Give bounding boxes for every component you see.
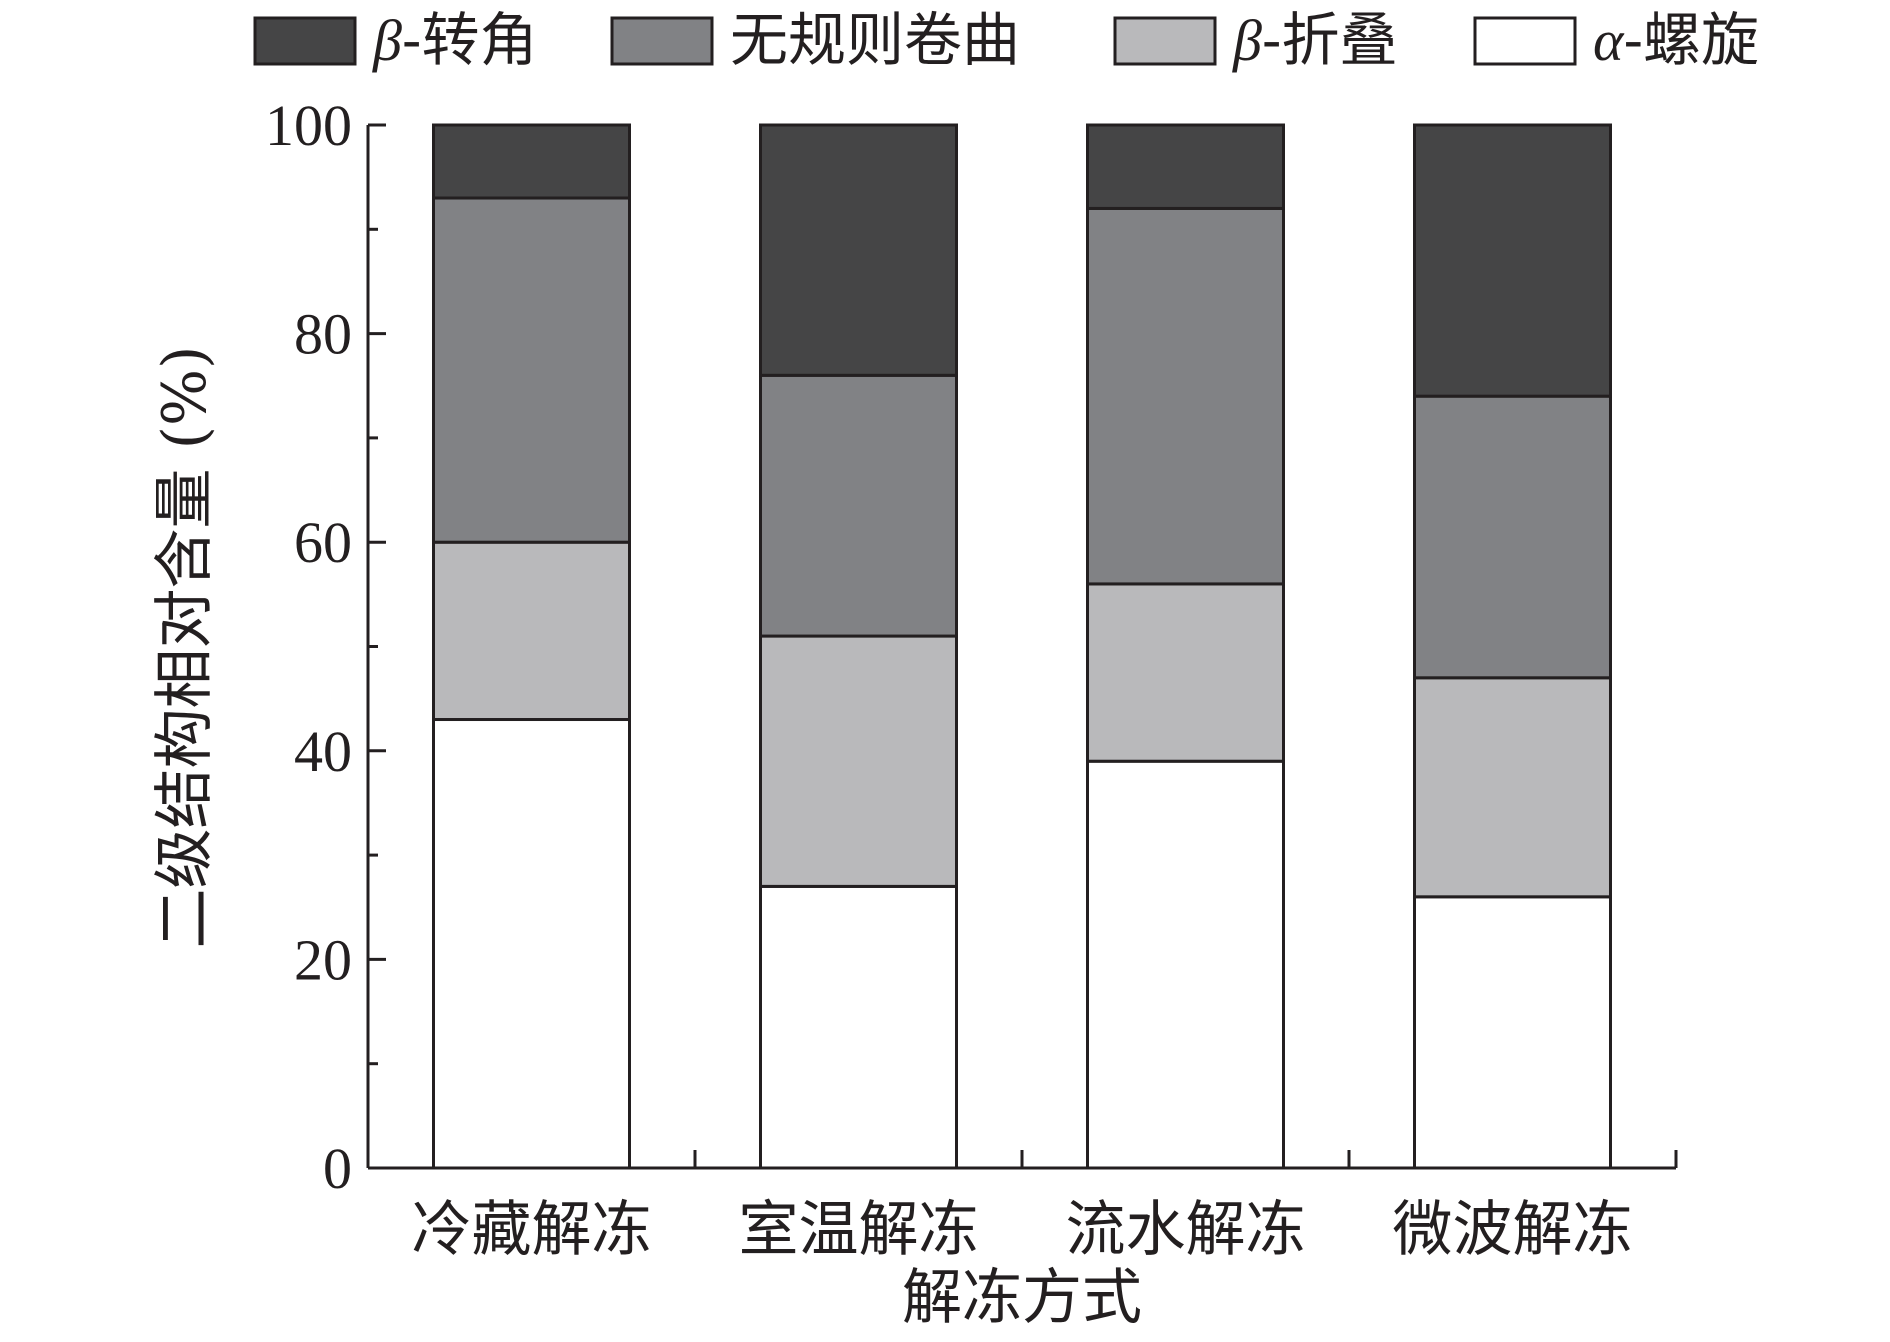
bar-segment: [1413, 895, 1612, 1170]
bar-segment: [759, 373, 958, 638]
legend-label: 无规则卷曲: [730, 6, 1020, 74]
y-axis-title: 二级结构相对含量 (%): [150, 346, 220, 949]
bar-segment: [1086, 759, 1285, 1170]
y-tick-label: 80: [294, 302, 352, 367]
bar-segment: [432, 718, 631, 1170]
bar-segment: [759, 634, 958, 888]
bars: [432, 123, 1612, 1170]
bar-segment: [759, 884, 958, 1170]
bar-segment: [432, 196, 631, 544]
x-tick-label: 微波解冻: [1393, 1195, 1633, 1265]
x-tick-label: 室温解冻: [739, 1195, 979, 1265]
legend-swatch: [1473, 16, 1577, 66]
legend-swatch: [610, 16, 714, 66]
y-tick-label: 100: [265, 93, 352, 158]
bar-segment: [1413, 676, 1612, 899]
y-tick-label: 20: [294, 927, 352, 992]
y-tick-label: 60: [294, 510, 352, 575]
x-tick-label: 冷藏解冻: [412, 1195, 652, 1265]
y-ticks: 0 20 40 60 80 100: [265, 93, 386, 1201]
legend-label: β-折叠: [1232, 6, 1398, 74]
y-tick-label: 40: [294, 719, 352, 784]
x-ticks: 冷藏解冻 室温解冻 流水解冻 微波解冻: [412, 1150, 1678, 1265]
legend-label: β-转角: [372, 6, 538, 74]
bar-segment: [1413, 123, 1612, 398]
bar-segment: [1086, 582, 1285, 763]
legend-label: α-螺旋: [1593, 6, 1759, 74]
bar-segment: [1413, 394, 1612, 680]
bar-segment: [432, 540, 631, 722]
y-tick-label: 0: [323, 1136, 352, 1201]
legend-swatch: [1113, 16, 1217, 66]
legend-swatch: [253, 16, 357, 66]
x-axis-title: 解冻方式: [902, 1263, 1142, 1333]
bar-segment: [759, 123, 958, 377]
bar-segment: [1086, 206, 1285, 586]
x-tick-label: 流水解冻: [1066, 1195, 1306, 1265]
bar-segment: [432, 123, 631, 200]
legend: β-转角 无规则卷曲 β-折叠 α-螺旋: [253, 6, 1759, 74]
bar-segment: [1086, 123, 1285, 210]
